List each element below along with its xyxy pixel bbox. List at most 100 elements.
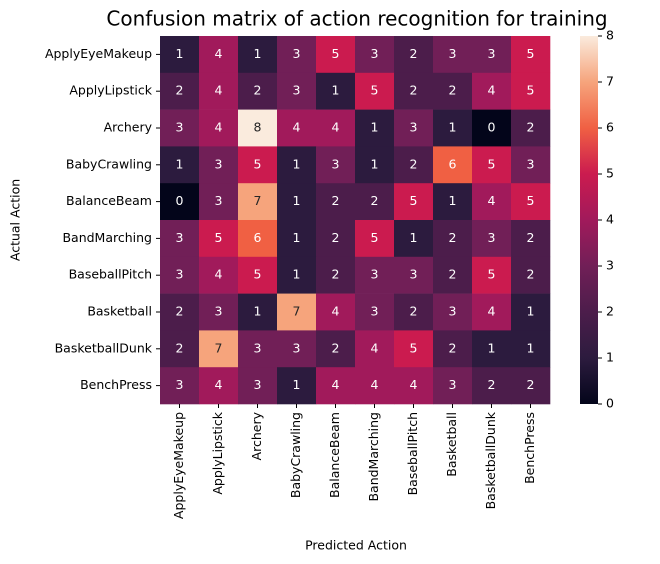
- cell-label: 5: [332, 46, 340, 61]
- heatmap-cell: [160, 146, 200, 184]
- cell-label: 5: [215, 230, 223, 245]
- cell-label: 2: [332, 193, 340, 208]
- heatmap-cell: [355, 330, 395, 368]
- heatmap-cell: [394, 183, 434, 221]
- cell-label: 1: [488, 340, 496, 355]
- colorbar: [580, 36, 598, 404]
- cell-label: 4: [215, 46, 223, 61]
- cell-label: 2: [176, 340, 184, 355]
- heatmap-cell: [511, 256, 551, 294]
- heatmap-cell: [472, 72, 512, 110]
- colorbar-tick-label: 2: [606, 304, 614, 319]
- heatmap-cell: [472, 183, 512, 221]
- cell-label: 5: [254, 267, 262, 282]
- heatmap-cell: [394, 367, 434, 405]
- cell-label: 3: [371, 267, 379, 282]
- heatmap-cell: [511, 330, 551, 368]
- heatmap-cell: [511, 146, 551, 184]
- cell-label: 5: [410, 340, 418, 355]
- heatmap-cell: [511, 183, 551, 221]
- cell-label: 2: [527, 377, 535, 392]
- heatmap-cell: [394, 109, 434, 147]
- heatmap-cell: [316, 220, 356, 258]
- cell-label: 4: [488, 193, 496, 208]
- heatmap-cell: [433, 72, 473, 110]
- heatmap-cell: [160, 367, 200, 405]
- heatmap-cell: [394, 220, 434, 258]
- y-axis-label: Actual Action: [8, 179, 23, 261]
- heatmap-cell: [160, 330, 200, 368]
- heatmap-cell: [316, 367, 356, 405]
- y-tick-label: BasketballDunk: [55, 340, 153, 355]
- heatmap-cell: [316, 330, 356, 368]
- heatmap-cell: [355, 256, 395, 294]
- y-tick-label: BalanceBeam: [66, 193, 152, 208]
- heatmap-cell: [394, 146, 434, 184]
- cell-label: 3: [215, 304, 223, 319]
- cell-label: 3: [176, 267, 184, 282]
- heatmap-cell: [238, 36, 278, 74]
- heatmap-cell: [160, 183, 200, 221]
- cell-label: 2: [449, 340, 457, 355]
- heatmap-cell: [511, 367, 551, 405]
- heatmap-cell: [511, 220, 551, 258]
- colorbar-tick-label: 3: [606, 258, 614, 273]
- cell-label: 3: [371, 304, 379, 319]
- colorbar-tick-label: 4: [606, 212, 614, 227]
- heatmap-cell: [199, 109, 239, 147]
- colorbar-tick-label: 7: [606, 74, 614, 89]
- heatmap-cell: [199, 256, 239, 294]
- heatmap-cell: [394, 256, 434, 294]
- cell-label: 5: [527, 193, 535, 208]
- heatmap-cell: [433, 109, 473, 147]
- heatmap-cell: [277, 72, 317, 110]
- cell-label: 5: [254, 156, 262, 171]
- cell-label: 1: [254, 46, 262, 61]
- heatmap-cell: [316, 183, 356, 221]
- cell-label: 4: [488, 304, 496, 319]
- cell-label: 5: [527, 46, 535, 61]
- cell-label: 3: [176, 120, 184, 135]
- heatmap-cell: [433, 36, 473, 74]
- heatmap-cell: [355, 220, 395, 258]
- heatmap-cell: [199, 36, 239, 74]
- cell-label: 7: [215, 340, 223, 355]
- cell-label: 4: [332, 304, 340, 319]
- cell-label: 1: [410, 230, 418, 245]
- cell-label: 3: [215, 156, 223, 171]
- cell-label: 3: [449, 304, 457, 319]
- x-tick-label: BasketballDunk: [483, 411, 498, 509]
- heatmap-cell: [277, 146, 317, 184]
- heatmap-cell: [277, 293, 317, 331]
- cell-label: 3: [449, 377, 457, 392]
- heatmap-cell: [433, 220, 473, 258]
- heatmap-cell: [277, 109, 317, 147]
- heatmap-cell: [355, 146, 395, 184]
- heatmap-cell: [160, 109, 200, 147]
- cell-label: 3: [293, 46, 301, 61]
- cell-label: 1: [449, 193, 457, 208]
- y-tick-label: ApplyLipstick: [69, 83, 152, 98]
- heatmap-cell: [394, 330, 434, 368]
- heatmap-cell: [277, 183, 317, 221]
- heatmap-cell: [355, 72, 395, 110]
- heatmap-cell: [316, 293, 356, 331]
- heatmap-cell: [238, 330, 278, 368]
- cell-label: 3: [410, 267, 418, 282]
- heatmap-cell: [277, 367, 317, 405]
- x-tick-label: BenchPress: [522, 412, 537, 484]
- heatmap-cell: [433, 146, 473, 184]
- cell-label: 1: [371, 120, 379, 135]
- heatmap-cell: [433, 293, 473, 331]
- cell-label: 3: [254, 377, 262, 392]
- heatmap-cell: [199, 330, 239, 368]
- cell-label: 3: [371, 46, 379, 61]
- cell-label: 0: [488, 120, 496, 135]
- heatmap-cell: [433, 256, 473, 294]
- x-axis-label: Predicted Action: [305, 538, 407, 553]
- x-tick-label: ApplyEyeMakeup: [171, 412, 186, 519]
- heatmap-cell: [238, 72, 278, 110]
- cell-label: 3: [488, 46, 496, 61]
- cell-label: 4: [215, 377, 223, 392]
